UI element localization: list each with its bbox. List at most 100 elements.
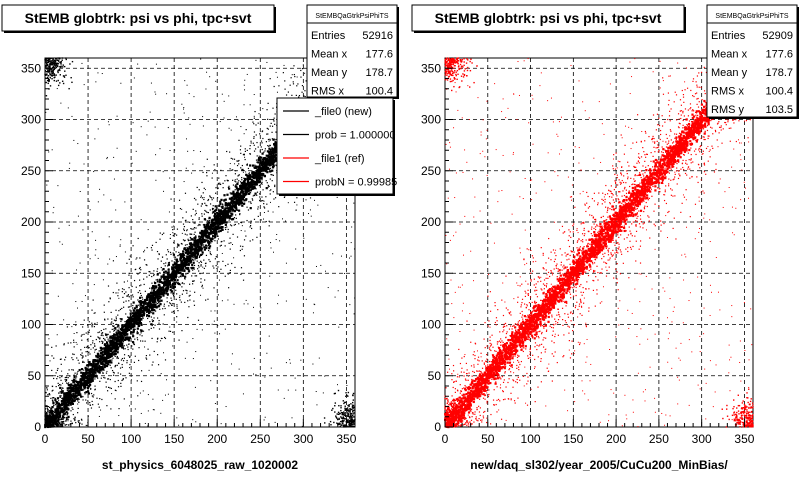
data-point	[85, 402, 88, 404]
data-point	[131, 315, 135, 318]
data-point	[118, 310, 120, 312]
data-point	[241, 194, 243, 196]
data-point	[253, 150, 256, 152]
data-point	[72, 339, 75, 341]
data-point	[195, 256, 198, 260]
data-point	[223, 211, 226, 214]
data-point	[145, 302, 148, 304]
data-point	[180, 262, 183, 265]
data-point	[55, 411, 58, 414]
data-point	[235, 206, 238, 209]
data-point	[201, 286, 203, 288]
data-point	[123, 345, 125, 347]
data-point	[249, 192, 251, 194]
data-point	[125, 300, 127, 302]
data-point	[143, 283, 145, 286]
data-point	[57, 426, 59, 428]
data-point	[272, 154, 276, 157]
data-point	[173, 283, 177, 286]
data-point	[111, 353, 114, 355]
data-point	[187, 300, 189, 302]
data-point	[265, 187, 268, 190]
data-point	[274, 155, 277, 157]
data-point	[150, 291, 153, 294]
data-point	[148, 274, 150, 276]
data-point	[198, 217, 200, 219]
data-point	[126, 326, 129, 329]
data-point	[115, 323, 118, 326]
data-point	[134, 316, 137, 319]
data-point	[92, 380, 94, 382]
data-point	[256, 178, 258, 180]
data-point	[131, 307, 134, 309]
data-point	[175, 234, 178, 236]
data-point	[102, 337, 105, 340]
data-point	[100, 329, 102, 332]
data-point	[175, 289, 177, 291]
data-point	[260, 146, 262, 148]
data-point	[158, 278, 162, 281]
data-point	[251, 181, 253, 183]
data-point	[91, 365, 94, 368]
data-point	[128, 328, 131, 332]
data-point	[56, 378, 58, 380]
data-point	[240, 152, 242, 154]
data-point	[261, 183, 263, 185]
data-point	[274, 161, 276, 163]
data-point	[154, 296, 156, 299]
data-point	[110, 361, 113, 364]
data-point	[176, 279, 179, 282]
data-point	[164, 282, 167, 285]
data-point	[172, 276, 175, 280]
data-point	[69, 398, 72, 401]
data-point	[187, 239, 190, 242]
data-point	[206, 211, 208, 213]
data-point	[238, 174, 240, 176]
data-point	[225, 221, 228, 224]
data-point	[224, 204, 228, 207]
data-point	[148, 295, 150, 297]
data-point	[234, 205, 236, 208]
data-point	[215, 207, 218, 209]
data-point	[156, 273, 159, 276]
data-point	[134, 328, 136, 330]
data-point	[217, 187, 219, 189]
data-point	[242, 279, 245, 281]
data-point	[92, 324, 94, 326]
data-point	[251, 187, 254, 190]
data-point	[148, 295, 151, 299]
data-point	[87, 400, 89, 402]
data-point	[187, 247, 190, 250]
data-point	[186, 272, 188, 275]
data-point	[269, 193, 271, 195]
data-point	[73, 384, 76, 387]
data-point	[278, 85, 280, 87]
data-point	[207, 224, 209, 226]
data-point	[174, 275, 177, 278]
data-point	[198, 235, 201, 238]
data-point	[215, 220, 217, 222]
data-point	[231, 225, 233, 227]
data-point	[266, 164, 268, 167]
data-point	[212, 205, 214, 207]
data-point	[236, 195, 240, 198]
data-point	[107, 353, 110, 356]
data-point	[127, 348, 129, 351]
data-point	[142, 298, 144, 300]
data-point	[119, 367, 122, 369]
data-point	[92, 372, 95, 376]
data-point	[232, 233, 234, 235]
data-point	[178, 339, 180, 341]
data-point	[230, 197, 232, 199]
data-point	[204, 228, 207, 231]
data-point	[252, 199, 254, 201]
data-point	[300, 69, 302, 72]
data-point	[186, 243, 188, 246]
data-point	[135, 306, 138, 309]
data-point	[155, 292, 157, 294]
data-point	[121, 363, 123, 366]
data-point	[136, 380, 138, 382]
data-point	[51, 397, 54, 399]
data-point	[153, 297, 155, 299]
data-point	[68, 405, 70, 407]
